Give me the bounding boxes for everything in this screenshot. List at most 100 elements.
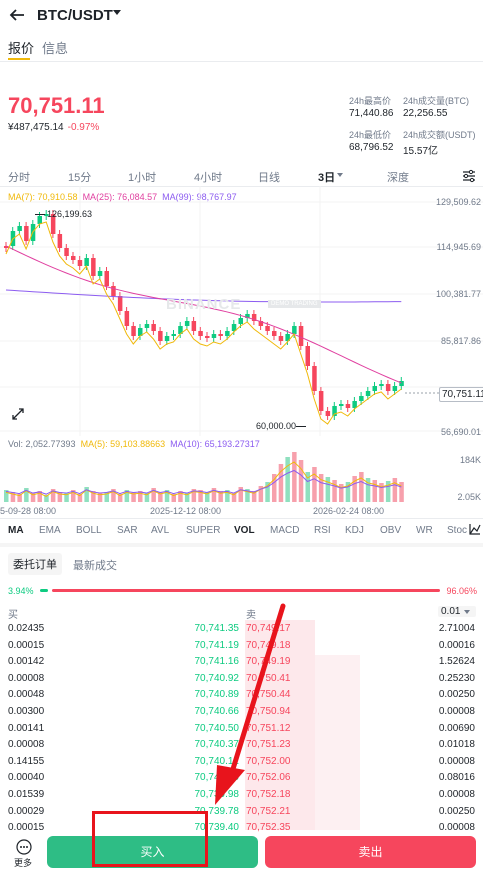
ask-qty: 0.00008 [438, 822, 475, 834]
candle [57, 234, 63, 248]
chevron-down-icon[interactable] [113, 10, 121, 15]
fullscreen-icon[interactable] [10, 406, 26, 422]
candlestick-chart[interactable] [0, 186, 483, 436]
more-label[interactable]: 更多 [14, 858, 33, 868]
orderbook-row[interactable]: 0.00015 70,741.19 70,749.18 0.00016 [0, 640, 483, 656]
more-icon[interactable] [16, 839, 32, 855]
tf-3d[interactable]: 3日 [318, 172, 336, 184]
volume-bar [57, 492, 63, 502]
bid-price: 70,740.92 [194, 672, 240, 684]
ma99-label: MA(99): 98,767.97 [162, 192, 237, 202]
ind-obv[interactable]: OBV [380, 525, 402, 536]
bid-qty: 0.14155 [8, 755, 45, 767]
buy-button[interactable]: 买入 [47, 836, 258, 868]
orderbook-row[interactable]: 0.00015 70,739.40 70,752.35 0.00008 [0, 822, 483, 838]
tab-quote[interactable]: 报价 [8, 41, 35, 56]
volume-bar [265, 482, 270, 502]
ind-stoch[interactable]: Stoc [447, 525, 467, 536]
bid-header: 买 [8, 610, 18, 621]
ind-sar[interactable]: SAR [117, 525, 138, 536]
ind-boll[interactable]: BOLL [76, 525, 102, 536]
vol-ma10-label: MA(10): 65,193.27317 [170, 439, 260, 449]
volume-bar [278, 464, 284, 502]
ask-price: 70,752.06 [246, 772, 291, 784]
pair-title[interactable]: BTC/USDT [37, 7, 113, 24]
volume-bar [91, 491, 96, 502]
volume-bar [205, 492, 210, 502]
volume-bar [164, 490, 170, 502]
ind-ma[interactable]: MA [8, 525, 24, 536]
candle [77, 260, 83, 266]
orderbook-row[interactable]: 0.00008 70,740.92 70,750.41 0.25230 [0, 673, 483, 689]
tab-order-book[interactable]: 委托订单 [8, 553, 62, 575]
tf-depth[interactable]: 深度 [387, 172, 409, 184]
bid-price: 70,739.40 [194, 822, 240, 834]
bid-qty: 0.02435 [8, 623, 45, 634]
volume-bar [345, 482, 351, 502]
y-tick: 56,690.01 [440, 427, 481, 437]
volume-bar [332, 480, 337, 502]
candle [359, 396, 364, 401]
tf-1h[interactable]: 1小时 [128, 172, 157, 184]
precision-select[interactable]: 0.01 [438, 606, 476, 617]
ask-qty: 0.00250 [438, 689, 475, 701]
ask-qty: 0.01018 [438, 739, 475, 751]
divider [0, 543, 483, 547]
ask-price: 70,750.94 [246, 706, 291, 717]
indicator-settings-icon[interactable] [469, 523, 481, 535]
orderbook-row[interactable]: 0.00008 70,740.37 70,751.23 0.01018 [0, 739, 483, 755]
chart-settings-icon[interactable] [462, 169, 476, 183]
candle [238, 318, 243, 324]
tf-line[interactable]: 分时 [8, 172, 30, 184]
bid-price: 70,741.16 [194, 656, 240, 668]
tab-recent-trades[interactable]: 最新成交 [73, 560, 117, 572]
volume-bar [77, 494, 83, 502]
volume-bar [285, 457, 290, 502]
ask-qty: 0.25230 [438, 672, 475, 684]
ask-price: 70,751.12 [246, 722, 291, 734]
candle [124, 311, 130, 326]
tab-info[interactable]: 信息 [42, 41, 69, 56]
volume-bar [379, 483, 384, 502]
ind-wr[interactable]: WR [416, 525, 433, 536]
volume-bar [399, 482, 404, 502]
last-price-tag: 70,751.11 [439, 387, 483, 402]
sell-button[interactable]: 卖出 [265, 836, 476, 868]
candle [385, 384, 391, 391]
ind-super[interactable]: SUPER [186, 525, 221, 536]
ind-rsi[interactable]: RSI [314, 525, 331, 536]
volume-bar [138, 491, 143, 502]
ask-qty: 2.71004 [438, 623, 475, 634]
highlight-box [92, 811, 208, 867]
bid-price: 70,740.66 [194, 706, 240, 717]
tf-15m[interactable]: 15分 [68, 172, 92, 184]
candle [218, 334, 223, 336]
ask-price: 70,751.23 [246, 739, 291, 751]
bid-price: 70,740.37 [194, 739, 240, 751]
ind-avl[interactable]: AVL [151, 525, 170, 536]
ask-qty: 0.00250 [438, 805, 475, 817]
volume-bar [24, 488, 29, 502]
ind-kdj[interactable]: KDJ [345, 525, 364, 536]
orderbook-row[interactable]: 0.14155 70,740.12 70,752.00 0.00008 [0, 756, 483, 772]
divider [0, 186, 483, 187]
candle [278, 336, 284, 341]
candle [198, 331, 203, 336]
orderbook-row[interactable]: 0.00048 70,740.89 70,750.44 0.00250 [0, 689, 483, 705]
ind-ema[interactable]: EMA [39, 525, 61, 536]
ind-vol[interactable]: VOL [234, 525, 255, 536]
tf-4h[interactable]: 4小时 [194, 172, 223, 184]
high-marker: 126,199.63 [47, 209, 93, 219]
back-arrow-icon[interactable] [8, 6, 26, 24]
candle [91, 258, 96, 276]
ind-macd[interactable]: MACD [270, 525, 300, 536]
volume-bar [30, 493, 36, 502]
tf-dropdown-icon[interactable] [337, 173, 343, 177]
orderbook-row[interactable]: 0.02435 70,741.35 70,749.17 2.71004 [0, 623, 483, 639]
orderbook-row[interactable]: 0.00029 70,739.78 70,752.21 0.00250 [0, 806, 483, 822]
precision-dropdown-icon[interactable] [464, 610, 470, 614]
orderbook-row[interactable]: 0.00300 70,740.66 70,750.94 0.00008 [0, 706, 483, 722]
orderbook-row[interactable]: 0.00141 70,740.50 70,751.12 0.00690 [0, 723, 483, 739]
volume-chart [4, 452, 404, 502]
tf-1d[interactable]: 日线 [258, 172, 280, 184]
